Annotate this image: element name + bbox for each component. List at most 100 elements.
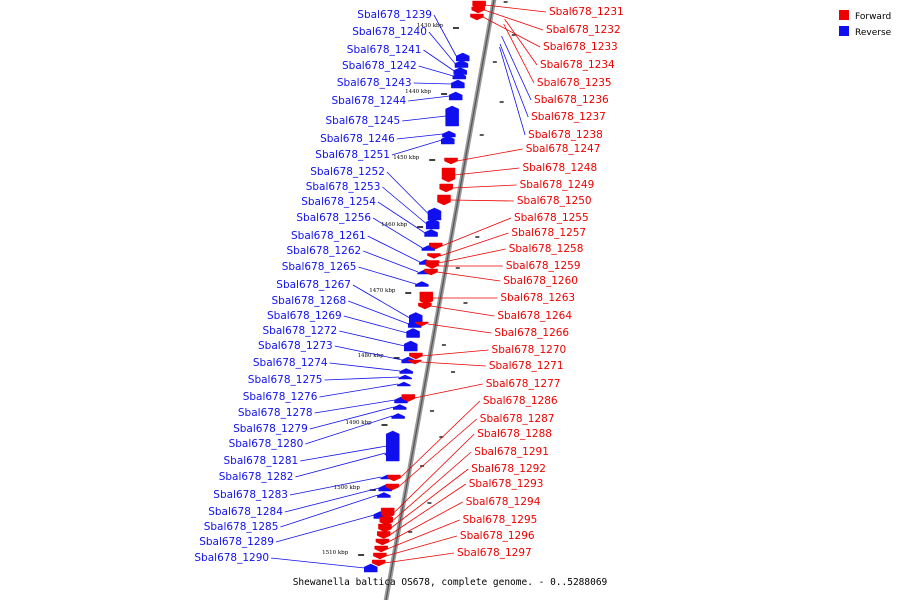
forward-gene-label: Sbal678_1266 <box>494 327 569 339</box>
reverse-gene-connector <box>284 487 380 513</box>
forward-gene-connector <box>390 468 469 529</box>
reverse-gene-label: Sbal678_1245 <box>325 115 400 127</box>
forward-gene-connector <box>456 148 523 162</box>
reverse-gene-label: Sbal678_1285 <box>204 521 279 533</box>
forward-genes: Sbal678_1231 Sbal678_1232 Sbal678_1233 Sbal… <box>371 0 624 567</box>
forward-gene-label: Sbal678_1259 <box>506 260 581 272</box>
genome-axis <box>383 0 497 600</box>
tick-marks: 1430 kbp 1440 kbp 1450 kbp 1460 kbp 1470 kbp… <box>322 1 516 556</box>
forward-gene-connector <box>485 4 547 13</box>
reverse-gene-glyph <box>397 381 411 387</box>
reverse-gene-glyph <box>448 91 463 101</box>
reverse-gene-glyph <box>442 130 456 138</box>
reverse-gene-connector <box>329 362 401 372</box>
tick-label: 1480 kbp <box>358 353 385 359</box>
forward-gene-glyph <box>427 253 441 259</box>
reverse-gene-glyph <box>364 563 378 573</box>
forward-gene-glyph <box>409 352 423 360</box>
forward-gene-label: Sbal678_1247 <box>526 143 601 155</box>
forward-gene-label: Sbal678_1270 <box>492 344 567 356</box>
reverse-gene-label: Sbal678_1274 <box>253 357 328 369</box>
forward-gene-glyph <box>437 194 451 206</box>
forward-gene-connector <box>482 16 541 48</box>
reverse-gene-label: Sbal678_1269 <box>267 310 342 322</box>
forward-gene-glyph <box>418 302 432 310</box>
reverse-gene-connector <box>402 115 447 122</box>
reverse-gene-connector <box>372 217 423 249</box>
reverse-gene-label: Sbal678_1268 <box>271 295 346 307</box>
forward-gene-glyph <box>471 6 485 14</box>
reverse-gene-label: Sbal678_1281 <box>223 455 298 467</box>
forward-gene-connector <box>414 383 483 399</box>
reverse-gene-label: Sbal678_1282 <box>219 471 294 483</box>
reverse-gene-label: Sbal678_1241 <box>347 44 422 56</box>
forward-gene-glyph <box>401 394 416 402</box>
forward-gene-label: Sbal678_1294 <box>466 496 541 508</box>
reverse-gene-connector <box>382 186 427 225</box>
forward-gene-label: Sbal678_1237 <box>531 111 606 123</box>
forward-gene-label: Sbal678_1248 <box>522 162 597 174</box>
forward-gene-glyph <box>444 157 458 165</box>
forward-gene-label: Sbal678_1234 <box>540 59 615 71</box>
forward-gene-label: Sbal678_1257 <box>511 227 586 239</box>
reverse-gene-connector <box>295 452 386 478</box>
forward-gene-connector <box>504 18 538 66</box>
legend-reverse-label: Reverse <box>855 28 892 38</box>
forward-gene-connector <box>388 501 463 543</box>
forward-gene-connector <box>499 46 526 136</box>
reverse-gene-glyph <box>392 404 407 410</box>
reverse-gene-connector <box>367 235 421 263</box>
forward-gene-connector <box>501 35 532 101</box>
reverse-gene-glyph <box>452 72 467 80</box>
reverse-gene-glyph <box>384 450 399 456</box>
reverse-gene-label: Sbal678_1279 <box>233 423 308 435</box>
reverse-gene-glyph <box>453 67 467 75</box>
forward-gene-connector <box>449 199 514 202</box>
forward-gene-glyph <box>419 291 434 305</box>
forward-gene-label: Sbal678_1287 <box>480 413 555 425</box>
tick-label: 1510 kbp <box>322 550 349 556</box>
genome-caption: Shewanella baltica OS678, complete genom… <box>292 577 608 588</box>
forward-gene-connector <box>439 232 509 257</box>
reverse-gene-label: Sbal678_1278 <box>238 407 313 419</box>
forward-gene-glyph <box>470 13 484 21</box>
forward-gene-label: Sbal678_1260 <box>503 275 578 287</box>
reverse-gene-connector <box>319 383 398 398</box>
forward-gene-label: Sbal678_1296 <box>460 530 535 542</box>
forward-gene-glyph <box>379 516 393 526</box>
reverse-gene-label: Sbal678_1267 <box>276 279 351 291</box>
reverse-gene-glyph <box>385 430 400 462</box>
reverse-gene-label: Sbal678_1251 <box>315 149 390 161</box>
reverse-gene-connector <box>433 14 458 58</box>
reverse-gene-label: Sbal678_1253 <box>306 181 381 193</box>
reverse-gene-label: Sbal678_1242 <box>342 60 417 72</box>
tick-label: 1470 kbp <box>369 288 396 294</box>
tick-label: 1440 kbp <box>405 89 432 95</box>
forward-gene-glyph <box>373 552 387 560</box>
forward-gene-label: Sbal678_1295 <box>463 514 538 526</box>
reverse-gene-connector <box>428 31 456 65</box>
reverse-gene-label: Sbal678_1243 <box>337 77 412 89</box>
forward-gene-glyph <box>408 359 422 365</box>
forward-gene-label: Sbal678_1238 <box>528 129 603 141</box>
forward-gene-label: Sbal678_1277 <box>486 378 561 390</box>
forward-gene-connector <box>503 23 535 84</box>
forward-gene-label: Sbal678_1286 <box>483 395 558 407</box>
forward-gene-glyph <box>385 483 400 491</box>
reverse-gene-glyph <box>427 207 442 221</box>
reverse-gene-connector <box>300 445 387 462</box>
forward-gene-connector <box>484 9 544 31</box>
reverse-gene-connector <box>343 315 408 334</box>
reverse-gene-label: Sbal678_1289 <box>199 536 274 548</box>
forward-gene-label: Sbal678_1263 <box>500 292 575 304</box>
legend-forward-swatch <box>839 10 849 20</box>
forward-gene-label: Sbal678_1236 <box>534 94 609 106</box>
reverse-gene-glyph <box>454 60 469 68</box>
reverse-gene-connector <box>339 330 405 347</box>
reverse-gene-connector <box>352 284 410 319</box>
legend: Forward Reverse <box>839 10 892 38</box>
forward-gene-glyph <box>425 263 439 269</box>
forward-gene-label: Sbal678_1233 <box>543 41 618 53</box>
forward-gene-glyph <box>375 538 390 546</box>
